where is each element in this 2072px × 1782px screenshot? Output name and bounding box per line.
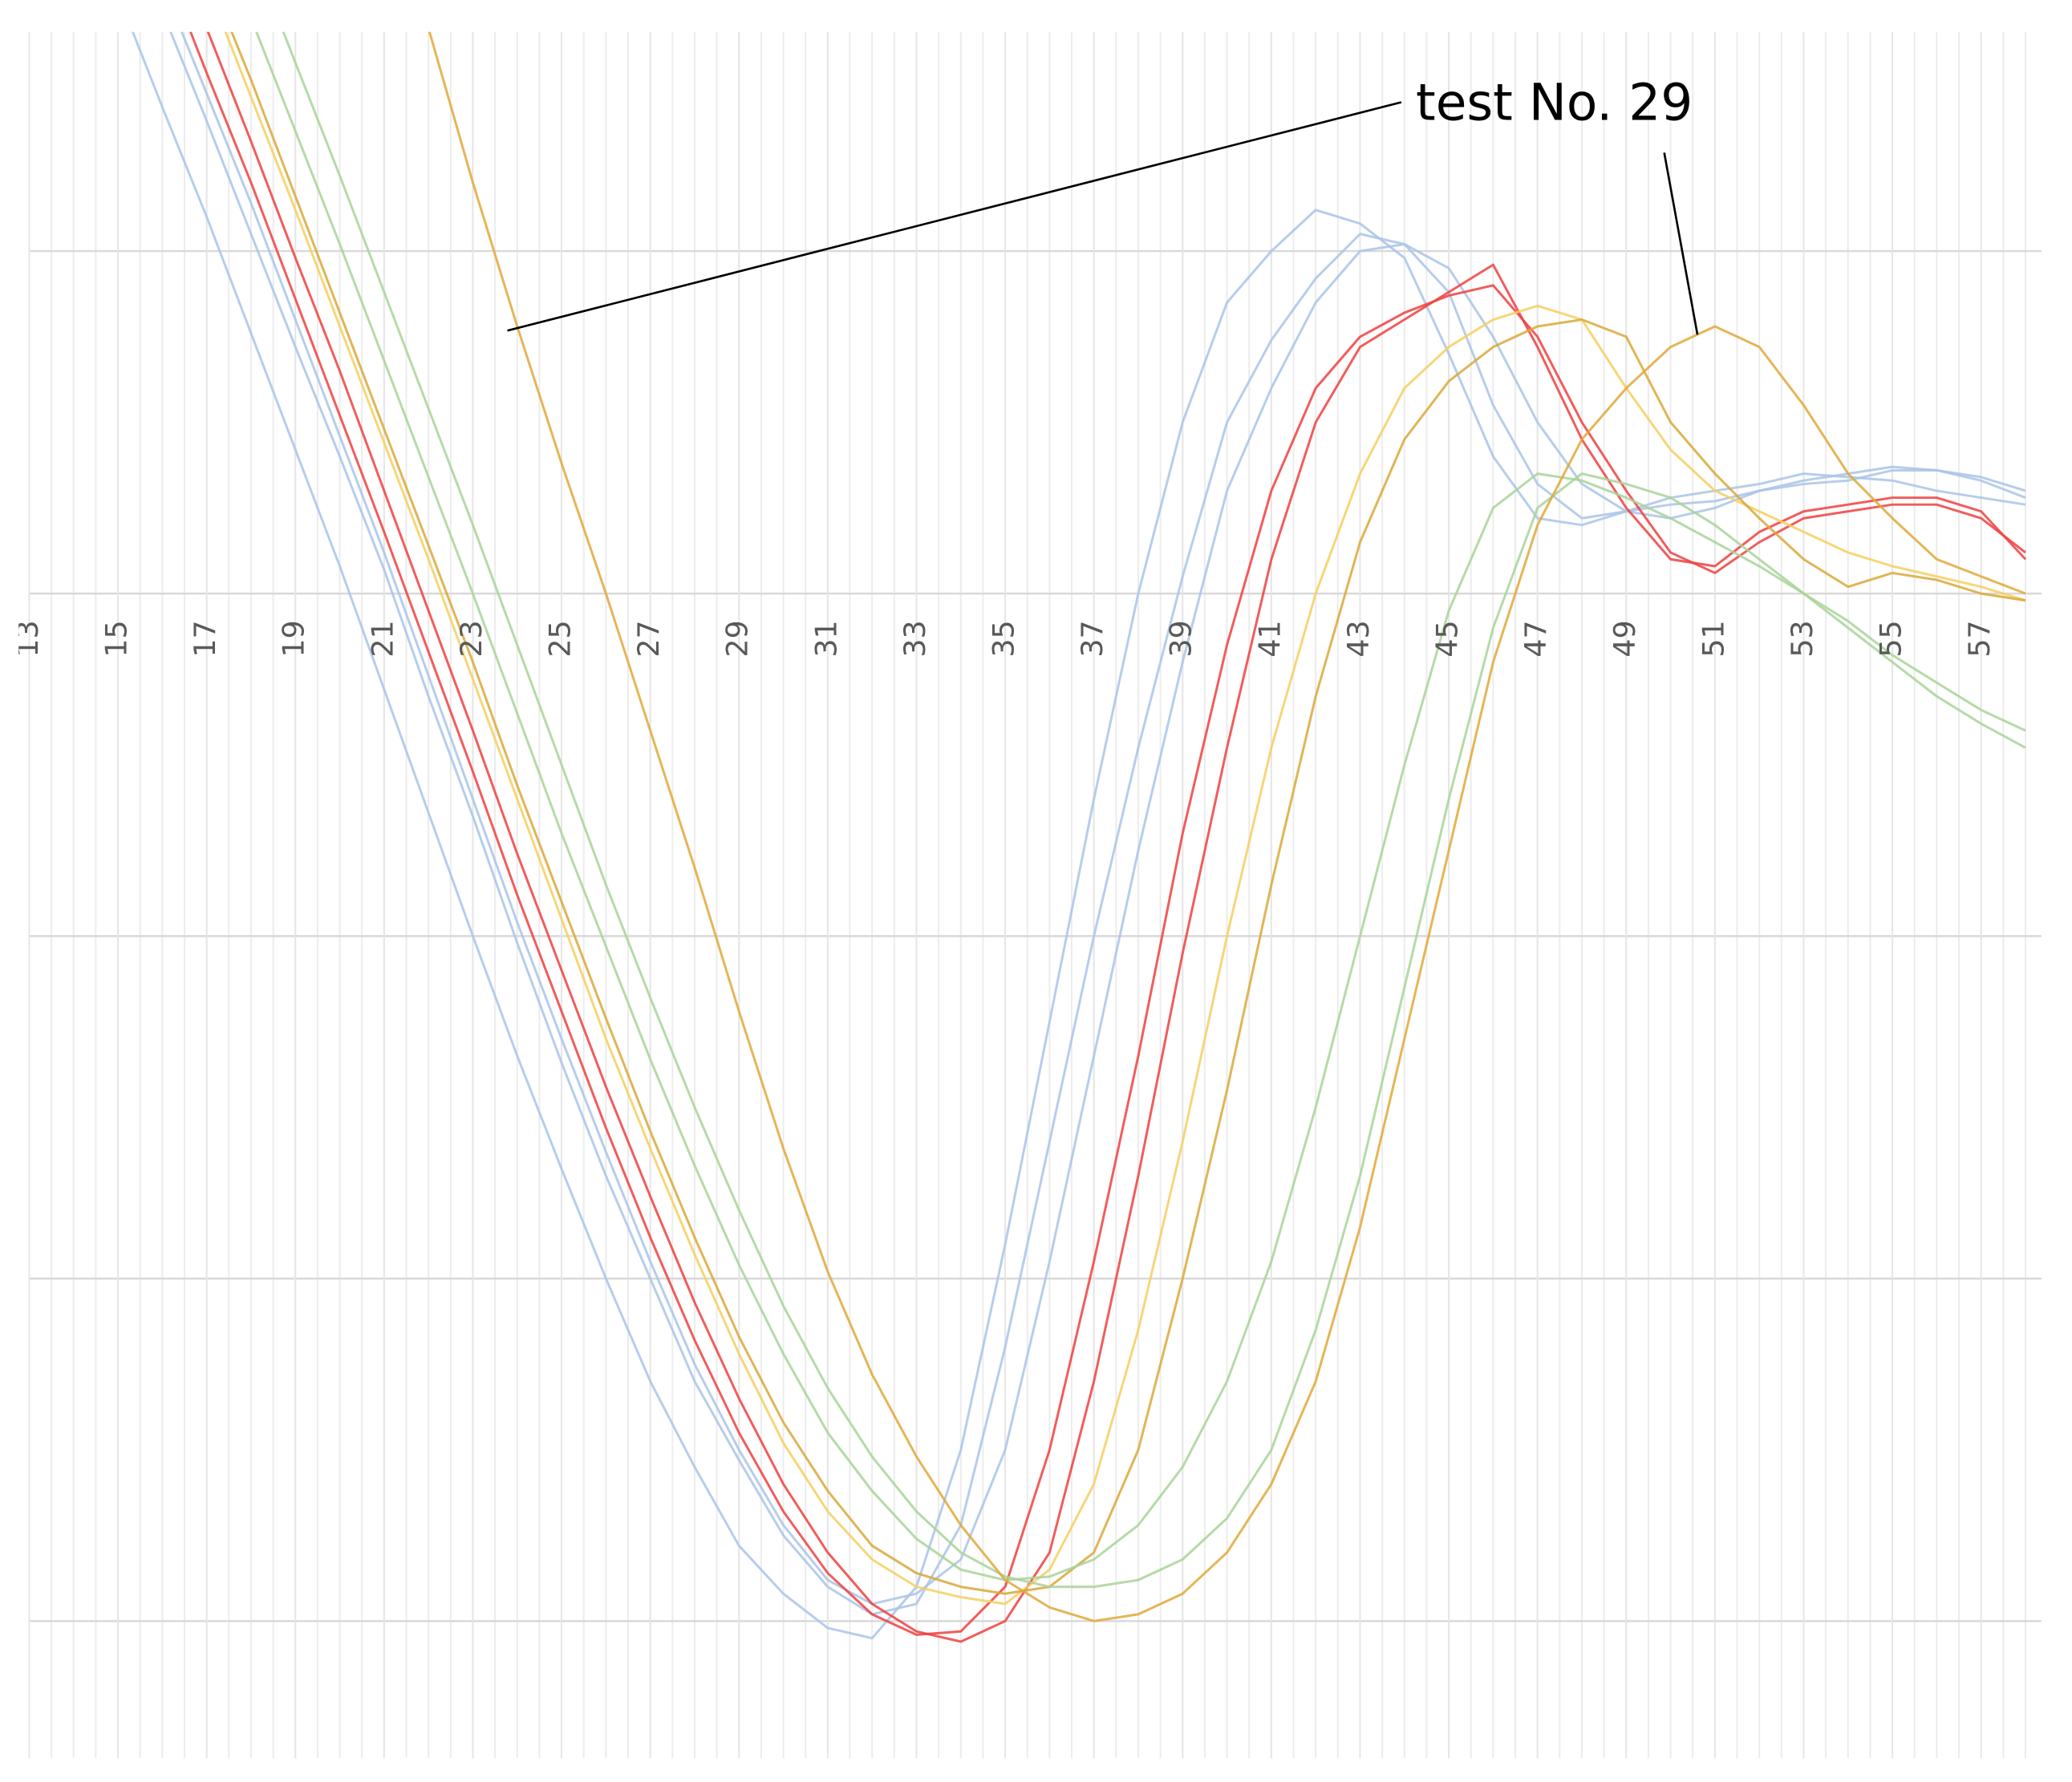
x-tick-labels: 13 15 17 19 21 23 25 27 29 31 33 35 37 39 41 43 45 47 49 51… (10, 620, 1997, 657)
x-tick-label: 29 (720, 620, 755, 657)
x-tick-label: 53 (1785, 620, 1819, 657)
x-tick-label: 39 (1164, 620, 1198, 657)
x-tick-label: 51 (1696, 620, 1730, 657)
x-tick-label: 45 (1430, 620, 1465, 657)
x-tick-label: 13 (10, 620, 45, 657)
series-line (224, 31, 2026, 1606)
leader-line (1663, 152, 1699, 335)
x-tick-label: 25 (543, 620, 578, 657)
annotation-text: test No. 29 (1416, 74, 1693, 132)
series-line (169, 31, 2026, 1616)
x-tick-label: 49 (1608, 620, 1642, 657)
x-tick-label: 23 (454, 620, 489, 657)
series-line (180, 31, 2026, 1606)
x-tick-label: 55 (1874, 620, 1908, 657)
x-tick-label: 21 (365, 620, 399, 657)
x-tick-label: 57 (1962, 620, 1997, 657)
series-line (428, 31, 2026, 1622)
x-tick-label: 19 (277, 620, 311, 657)
series-line (189, 31, 2026, 1636)
series-line (131, 31, 2026, 1640)
x-tick-label: 41 (1252, 620, 1287, 657)
x-tick-label: 33 (898, 620, 932, 657)
x-tick-label: 15 (99, 620, 134, 657)
x-tick-label: 43 (1341, 620, 1376, 657)
series-line (206, 31, 2027, 1643)
series-line (282, 31, 2026, 1589)
x-tick-label: 17 (188, 620, 222, 657)
x-tick-label: 35 (987, 620, 1021, 657)
series-line (255, 31, 2026, 1582)
annotation: test No. 29 (507, 74, 1699, 335)
x-tick-label: 31 (809, 620, 843, 657)
series-line (230, 31, 2026, 1595)
leader-line (507, 101, 1402, 332)
series-lines (131, 31, 2027, 1643)
x-tick-label: 47 (1519, 620, 1553, 657)
x-tick-label: 37 (1075, 620, 1109, 657)
x-tick-label: 27 (631, 620, 666, 657)
